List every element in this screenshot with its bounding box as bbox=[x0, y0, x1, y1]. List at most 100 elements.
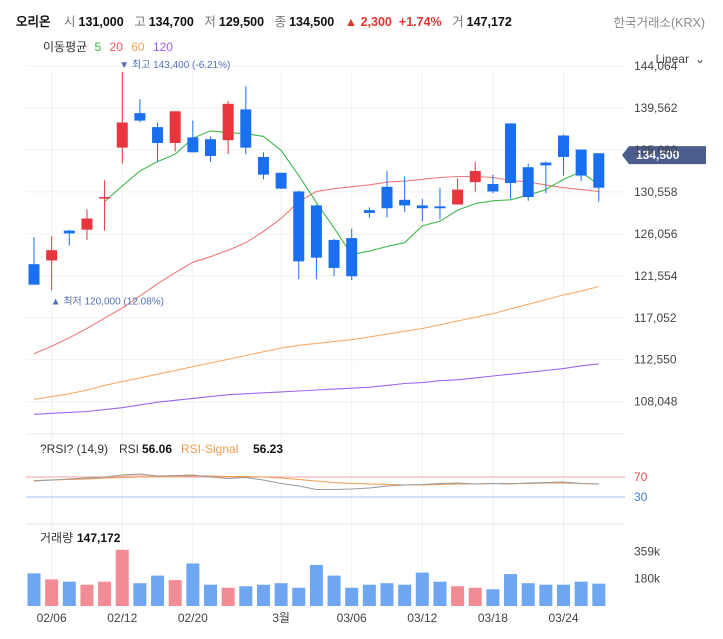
volume-bar bbox=[292, 587, 306, 606]
x-tick-label: 3월 bbox=[272, 611, 290, 625]
volume-bar bbox=[274, 583, 288, 606]
volume-bar bbox=[239, 586, 253, 606]
candle-body bbox=[452, 189, 464, 205]
x-tick-label: 03/18 bbox=[478, 611, 508, 625]
volume-bar bbox=[98, 581, 112, 606]
candle-body bbox=[275, 172, 287, 189]
rsi-signal-label: RSI-Signal bbox=[181, 442, 238, 456]
x-tick-label: 02/12 bbox=[107, 611, 137, 625]
candle-body bbox=[222, 103, 234, 141]
volume-bar bbox=[309, 564, 323, 606]
ma120-line bbox=[33, 363, 599, 415]
candle-body bbox=[293, 191, 305, 262]
stock-name[interactable]: 오리온 bbox=[16, 15, 51, 29]
candle-body bbox=[363, 210, 375, 213]
ma-legend[interactable]: 이동평균 5 20 60 120 bbox=[43, 38, 178, 55]
scale-toggle[interactable]: Linear ⌄ bbox=[656, 52, 705, 66]
candle-body bbox=[63, 230, 75, 234]
volume-bar bbox=[415, 572, 429, 606]
moving-average-lines bbox=[33, 130, 600, 415]
volume-bar bbox=[45, 579, 59, 606]
exchange-name: 한국거래소(KRX) bbox=[613, 16, 705, 30]
x-tick-label: 02/06 bbox=[37, 611, 67, 625]
high-annotation: ▼ 최고 143,400 (-6.21%) bbox=[119, 59, 230, 71]
ma-legend-5[interactable]: 5 bbox=[94, 40, 102, 54]
candle-body bbox=[469, 170, 481, 183]
candle-body bbox=[487, 183, 499, 192]
y-tick-label: 108,048 bbox=[634, 395, 678, 409]
volume-tick-label: 180k bbox=[634, 572, 661, 586]
ma-legend-60[interactable]: 60 bbox=[131, 40, 145, 54]
close-value: 134,500 bbox=[289, 15, 335, 29]
volume-bar bbox=[221, 587, 235, 606]
volume-bar bbox=[504, 574, 518, 606]
rsi-label: RSI bbox=[119, 442, 139, 456]
y-tick-label: 121,554 bbox=[634, 269, 678, 283]
candle-body bbox=[310, 205, 322, 258]
volume-bar bbox=[398, 584, 412, 606]
x-tick-label: 03/12 bbox=[407, 611, 437, 625]
grid-lines bbox=[26, 65, 625, 608]
y-tick-label: 126,056 bbox=[634, 227, 678, 241]
change-percent: +1.74% bbox=[398, 15, 442, 29]
open-value: 131,000 bbox=[78, 15, 124, 29]
ma-legend-120[interactable]: 120 bbox=[152, 40, 173, 54]
volume-bar bbox=[115, 549, 129, 606]
candle-body bbox=[240, 109, 252, 148]
volume-bar bbox=[186, 563, 200, 606]
y-tick-label: 144,064 bbox=[634, 59, 678, 73]
ma60-line bbox=[33, 285, 599, 400]
annotations: ▼ 최고 143,400 (-6.21%) ▲ 최저 120,000 (12.08… bbox=[51, 59, 706, 307]
volume-title-value: 147,172 bbox=[77, 531, 121, 545]
candle-body bbox=[187, 137, 199, 153]
low-annotation: ▲ 최저 120,000 (12.08%) bbox=[51, 295, 164, 307]
rsi-panel: ?RSI? (14,9) RSI 56.06 RSI-Signal 56.23 70 30 bbox=[26, 433, 648, 504]
candle-body bbox=[134, 113, 146, 121]
high-value: 134,700 bbox=[148, 15, 194, 29]
rsi-level-label: 70 bbox=[634, 470, 648, 484]
volume-bar bbox=[521, 583, 535, 606]
volume-bar bbox=[362, 584, 376, 606]
candle-body bbox=[540, 162, 552, 166]
ma-legend-20[interactable]: 20 bbox=[109, 40, 123, 54]
candle-body bbox=[575, 149, 587, 176]
volume-bar bbox=[327, 575, 341, 606]
candle-body bbox=[399, 199, 411, 206]
volume-value: 147,172 bbox=[466, 15, 512, 29]
candle-body bbox=[81, 218, 93, 230]
volume-bar bbox=[204, 584, 217, 606]
candle-body bbox=[205, 139, 216, 157]
open-label: 시 bbox=[64, 15, 76, 29]
x-tick-label: 02/20 bbox=[178, 611, 208, 625]
candle-body bbox=[152, 127, 164, 143]
candle-body bbox=[116, 122, 128, 148]
candle-body bbox=[99, 197, 111, 199]
volume-panel: 거래량 147,172 359k 180k bbox=[26, 523, 661, 606]
y-tick-label: 117,052 bbox=[634, 311, 677, 325]
volume-bar bbox=[539, 584, 553, 606]
candle-body bbox=[434, 206, 446, 209]
close-label: 종 bbox=[274, 15, 287, 29]
chevron-down-icon: ⌄ bbox=[694, 52, 705, 66]
volume-bar bbox=[451, 586, 465, 606]
volume-bar bbox=[168, 580, 182, 606]
candle-body bbox=[381, 186, 393, 209]
volume-bar bbox=[468, 587, 482, 606]
candle-body bbox=[169, 111, 181, 143]
rsi-title: ?RSI? (14,9) bbox=[40, 442, 108, 456]
change-value: ▲ 2,300 bbox=[344, 15, 392, 29]
low-value: 129,500 bbox=[218, 15, 265, 29]
volume-bar bbox=[486, 589, 500, 606]
y-tick-label: 135,060 bbox=[634, 143, 678, 157]
volume-bar bbox=[27, 573, 41, 606]
volume-bar bbox=[380, 583, 394, 606]
y-tick-label: 112,550 bbox=[634, 353, 677, 367]
candle-body bbox=[28, 264, 40, 285]
volume-bar bbox=[151, 575, 165, 606]
volume-label: 거 bbox=[452, 15, 464, 29]
volume-bar bbox=[557, 584, 570, 606]
rsi-line bbox=[33, 473, 599, 491]
rsi-value: 56.06 bbox=[142, 442, 172, 456]
candle-body bbox=[522, 167, 534, 198]
